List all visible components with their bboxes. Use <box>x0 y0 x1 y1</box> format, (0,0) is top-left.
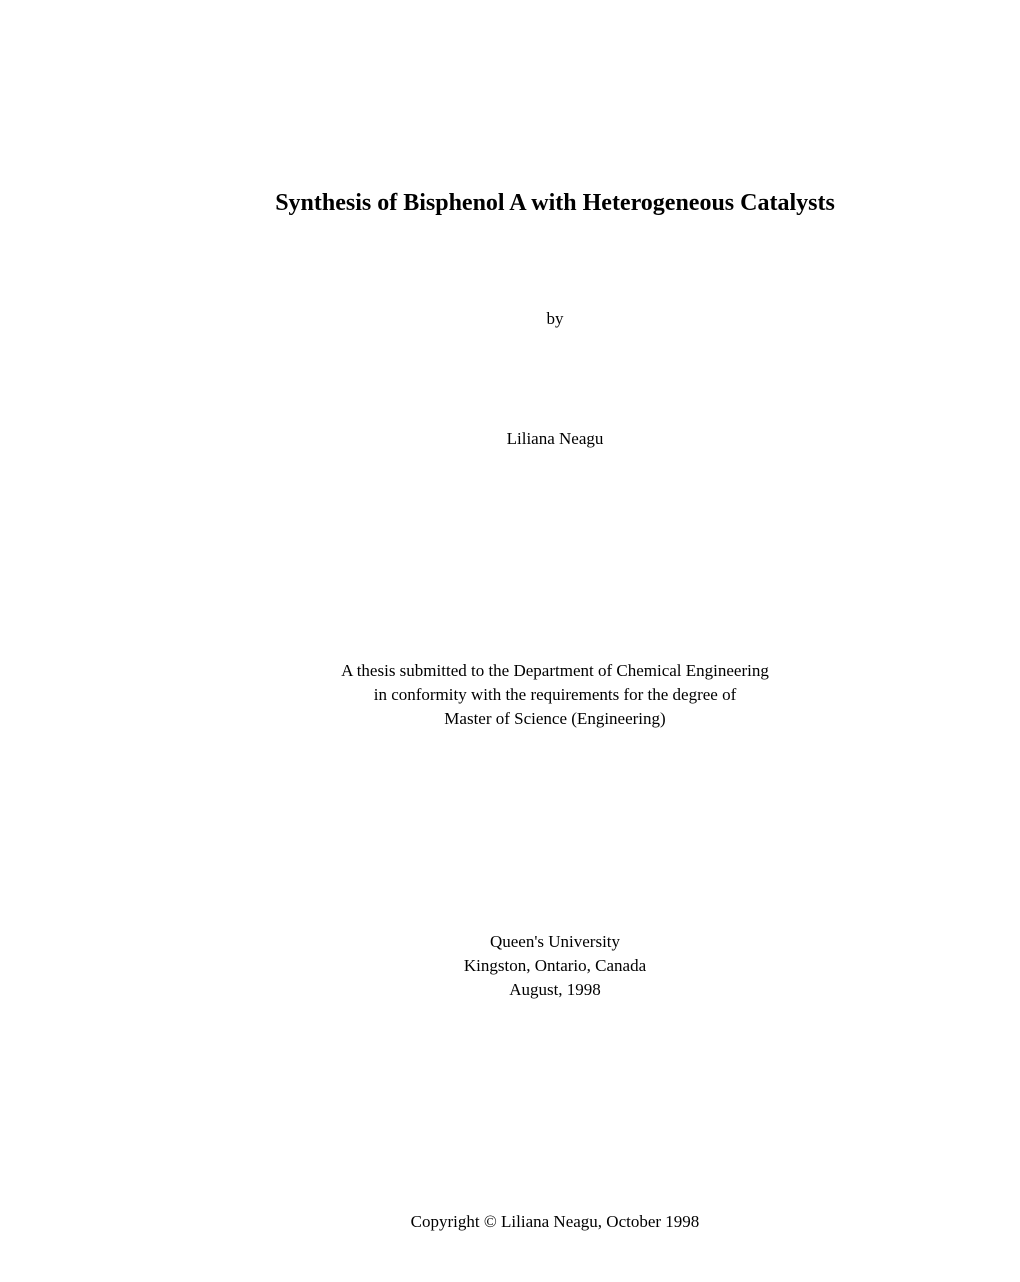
submission-statement: A thesis submitted to the Department of … <box>210 659 900 730</box>
submission-line-1: A thesis submitted to the Department of … <box>210 659 900 683</box>
copyright-notice: Copyright © Liliana Neagu, October 1998 <box>210 1212 900 1232</box>
institution-block: Queen's University Kingston, Ontario, Ca… <box>210 930 900 1001</box>
institution-name: Queen's University <box>210 930 900 954</box>
submission-line-2: in conformity with the requirements for … <box>210 683 900 707</box>
by-label: by <box>210 309 900 329</box>
institution-location: Kingston, Ontario, Canada <box>210 954 900 978</box>
thesis-title-page: Synthesis of Bisphenol A with Heterogene… <box>0 0 1020 1232</box>
author-name: Liliana Neagu <box>210 429 900 449</box>
thesis-title: Synthesis of Bisphenol A with Heterogene… <box>210 190 900 217</box>
institution-date: August, 1998 <box>210 978 900 1002</box>
submission-line-3: Master of Science (Engineering) <box>210 707 900 731</box>
